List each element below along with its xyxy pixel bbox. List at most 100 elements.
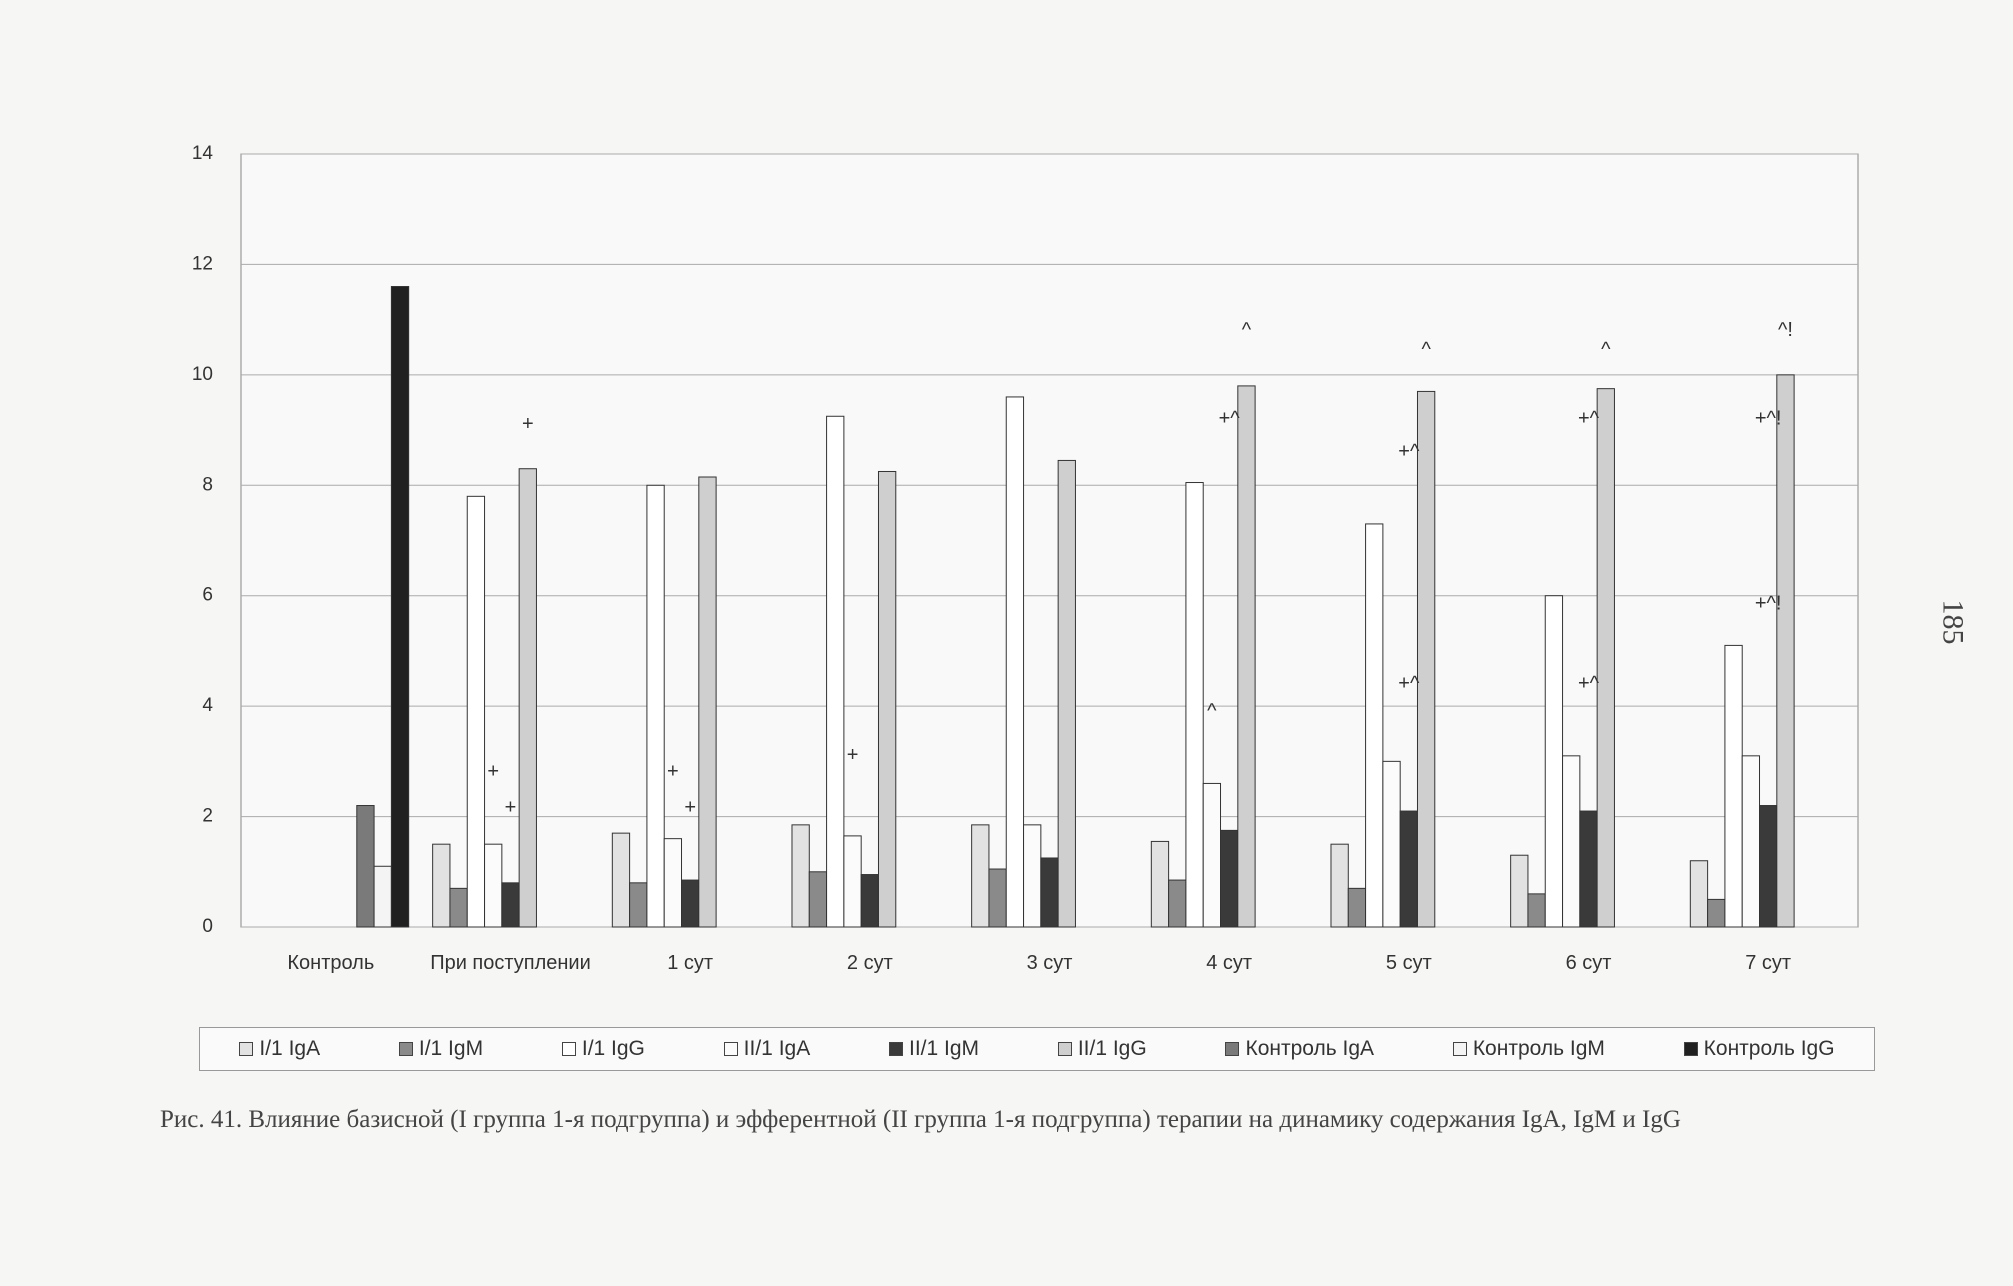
legend-item: Контроль IgG (1683, 1037, 1835, 1061)
annotation: +^ (1398, 440, 1420, 462)
bar (1382, 760, 1401, 928)
bar (501, 882, 520, 928)
bar (1330, 843, 1349, 928)
x-tick-label: Контроль (287, 952, 375, 974)
annotation: ^ (1421, 338, 1431, 360)
bar (1185, 482, 1204, 928)
bar (646, 484, 665, 928)
bar (1168, 879, 1187, 928)
y-tick-label: 14 (192, 143, 214, 164)
bar (1057, 459, 1076, 928)
x-tick-label: 3 сут (1026, 952, 1073, 974)
bar (791, 824, 810, 928)
bar (1544, 595, 1564, 928)
legend-item: II/1 IgG (1057, 1037, 1147, 1061)
y-tick-label: 8 (202, 474, 213, 495)
annotation: +^! (1755, 407, 1782, 429)
bar (1562, 755, 1581, 928)
legend-label: I/1 IgA (259, 1037, 321, 1060)
legend-swatch (1225, 1042, 1240, 1056)
bar (1724, 644, 1743, 928)
x-tick-label: 2 сут (846, 952, 893, 974)
bar (432, 843, 451, 928)
legend-swatch (561, 1042, 576, 1056)
bar (681, 879, 700, 928)
annotation: + (522, 413, 534, 435)
legend-item: II/1 IgA (723, 1037, 811, 1061)
annotation: ^ (1207, 700, 1217, 722)
legend-label: Контроль IgA (1245, 1037, 1375, 1060)
annotation: +^ (1578, 672, 1600, 694)
bar (698, 476, 717, 928)
legend-item: Контроль IgM (1452, 1037, 1605, 1061)
legend-label: I/1 IgM (418, 1037, 484, 1060)
bar (1776, 374, 1795, 928)
annotation: ^ (1601, 338, 1611, 360)
bar (1416, 390, 1436, 928)
annotation: + (847, 744, 859, 766)
legend-label: II/1 IgM (909, 1037, 980, 1060)
legend-swatch (1683, 1042, 1698, 1056)
legend-label: II/1 IgA (743, 1037, 811, 1060)
annotation: + (667, 761, 679, 783)
legend-label: Контроль IgG (1703, 1037, 1835, 1060)
legend-item: I/1 IgG (561, 1037, 645, 1061)
annotation: + (684, 797, 696, 819)
bar (1399, 810, 1418, 928)
bar (466, 495, 486, 928)
bar (1202, 782, 1222, 928)
legend-swatch (239, 1042, 254, 1056)
legend: I/1 IgA I/1 IgM I/1 IgG II/1 IgA II/1 IgM II/… (199, 1027, 1875, 1071)
legend-item: II/1 IgM (889, 1037, 979, 1061)
bar (1237, 385, 1256, 928)
y-tick-label: 4 (202, 695, 213, 716)
bar (1347, 887, 1367, 928)
annotation: + (505, 797, 517, 819)
legend-swatch (723, 1042, 738, 1056)
bar (988, 868, 1007, 928)
legend-item: I/1 IgA (239, 1037, 320, 1061)
bar (1150, 840, 1170, 928)
bar (449, 887, 468, 928)
bar (1759, 805, 1778, 928)
annotation: ^! (1778, 319, 1793, 341)
annotation: +^ (1219, 407, 1241, 429)
y-tick-label: 6 (202, 585, 213, 606)
bar (808, 871, 828, 928)
bar (1596, 388, 1615, 928)
y-tick-label: 0 (202, 916, 213, 937)
bar (971, 824, 990, 928)
bar (373, 865, 392, 928)
bar (1023, 824, 1042, 928)
bar (843, 835, 862, 928)
bar (1741, 755, 1761, 928)
legend-label: Контроль IgM (1472, 1037, 1605, 1060)
bar (1220, 829, 1239, 928)
bar (1510, 854, 1529, 928)
x-tick-label: 4 сут (1206, 952, 1253, 974)
bar (877, 470, 897, 928)
y-tick-label: 2 (202, 806, 213, 827)
annotation: +^! (1755, 592, 1782, 614)
caption: Рис. 41. Влияние базисной (I группа 1-я … (160, 1106, 1681, 1133)
legend-swatch (398, 1042, 413, 1056)
annotation: +^ (1398, 672, 1420, 694)
legend-item: I/1 IgM (398, 1037, 484, 1061)
annotation: +^ (1578, 407, 1600, 429)
bar (1527, 893, 1546, 928)
legend-label: II/1 IgG (1077, 1037, 1147, 1060)
bar (1005, 396, 1025, 928)
bar (1579, 810, 1598, 928)
legend-swatch (1057, 1042, 1072, 1056)
legend-swatch (1452, 1042, 1467, 1056)
x-tick-label: 7 сут (1745, 952, 1792, 974)
bar (484, 843, 503, 928)
legend-label: I/1 IgG (581, 1037, 645, 1060)
x-tick-label: 6 сут (1565, 952, 1612, 974)
legend-item: Контроль IgA (1225, 1037, 1374, 1061)
plot-area (240, 153, 1859, 928)
bar (826, 415, 845, 928)
annotation: ^ (1242, 319, 1252, 341)
